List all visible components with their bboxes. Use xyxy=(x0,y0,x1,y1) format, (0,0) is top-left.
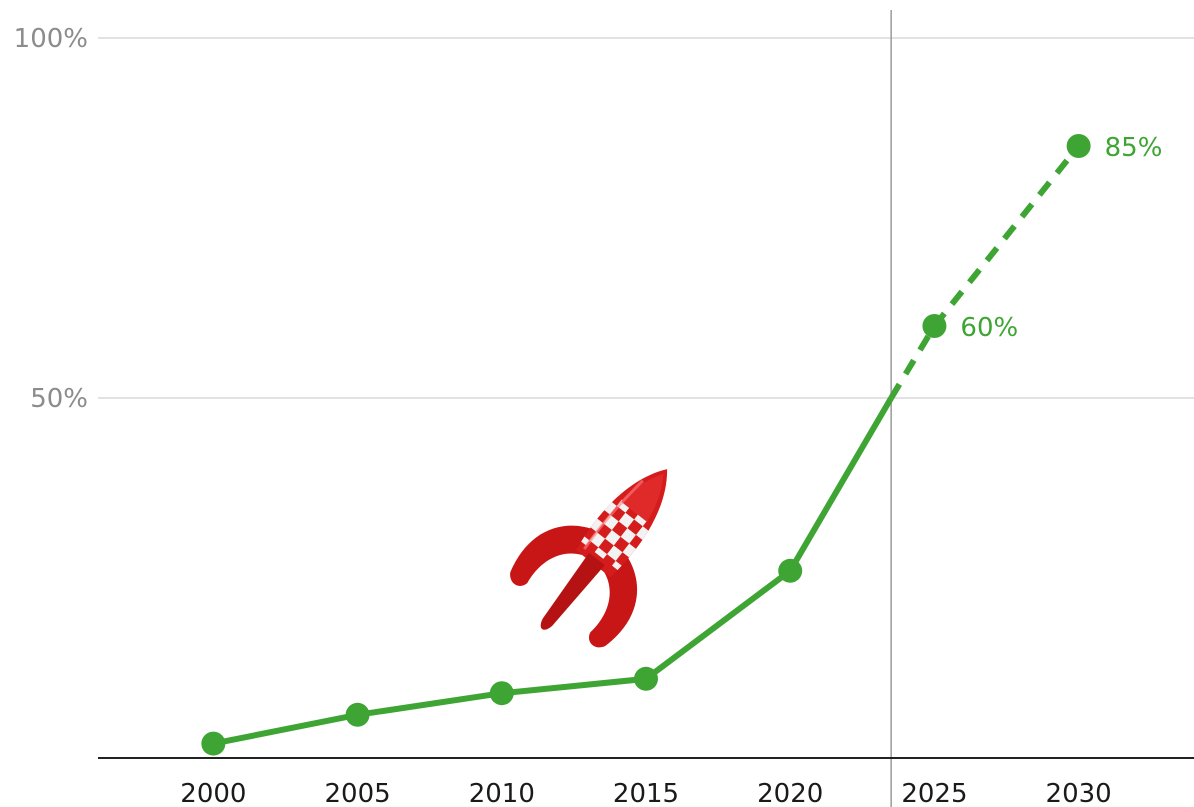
data-label: 85% xyxy=(1105,133,1163,163)
grid-lines xyxy=(98,37,1194,399)
x-axis-ticks: 2000 2005 2010 2015 2020 2025 2030 xyxy=(180,779,1111,807)
data-labels: 60% 85% xyxy=(960,133,1162,343)
data-point xyxy=(1066,134,1091,158)
series-line-dashed xyxy=(888,144,1081,400)
rocket-icon xyxy=(510,469,668,648)
series-lines xyxy=(212,144,1081,747)
y-tick-label: 50% xyxy=(30,384,88,414)
data-point xyxy=(634,666,658,691)
x-tick-label: 2030 xyxy=(1046,779,1112,807)
data-point xyxy=(345,702,370,727)
x-tick-label: 2000 xyxy=(180,779,246,807)
data-point xyxy=(489,681,514,706)
data-point xyxy=(922,314,947,338)
x-tick-label: 2020 xyxy=(757,779,823,807)
data-point xyxy=(778,558,803,583)
y-axis-ticks: 50% 100% xyxy=(14,24,88,414)
data-label: 60% xyxy=(960,313,1018,343)
data-points xyxy=(201,134,1091,756)
x-tick-label: 2010 xyxy=(469,779,535,807)
x-tick-label: 2015 xyxy=(613,779,679,807)
data-point xyxy=(201,731,226,756)
y-tick-label: 100% xyxy=(14,24,88,54)
series-line-solid xyxy=(212,396,894,747)
x-tick-label: 2005 xyxy=(324,779,390,807)
x-tick-label: 2025 xyxy=(901,779,967,807)
